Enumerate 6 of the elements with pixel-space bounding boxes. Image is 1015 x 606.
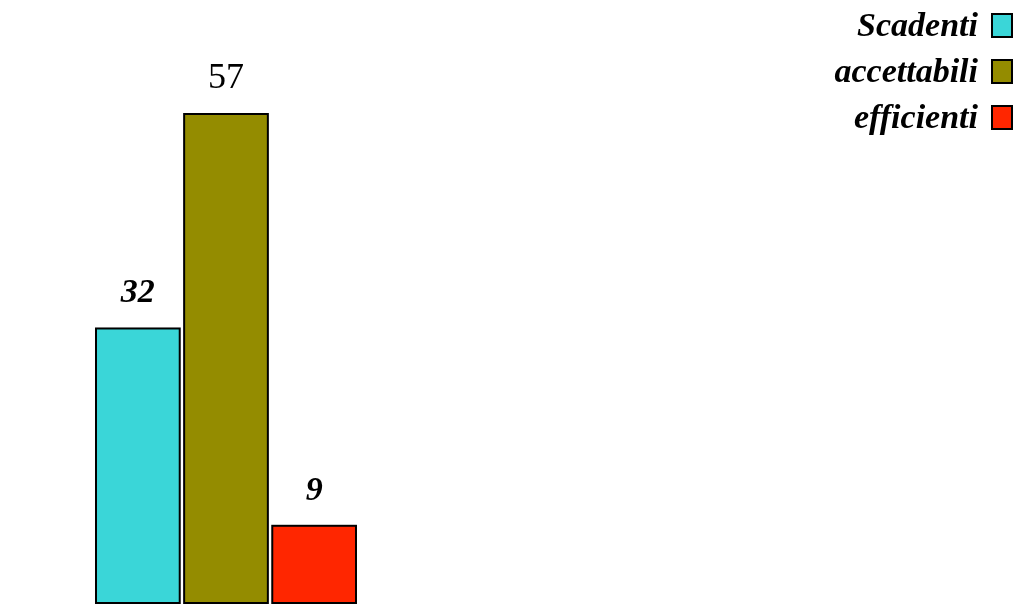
legend-label: accettabili — [834, 52, 979, 89]
data-label: 9 — [305, 469, 323, 507]
data-label: 32 — [119, 272, 155, 310]
legend-label: Scadenti — [857, 6, 979, 43]
data-label: 57 — [208, 56, 244, 96]
legend-label: efficienti — [854, 98, 979, 135]
